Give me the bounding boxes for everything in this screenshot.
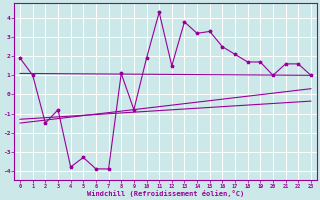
X-axis label: Windchill (Refroidissement éolien,°C): Windchill (Refroidissement éolien,°C): [87, 190, 244, 197]
